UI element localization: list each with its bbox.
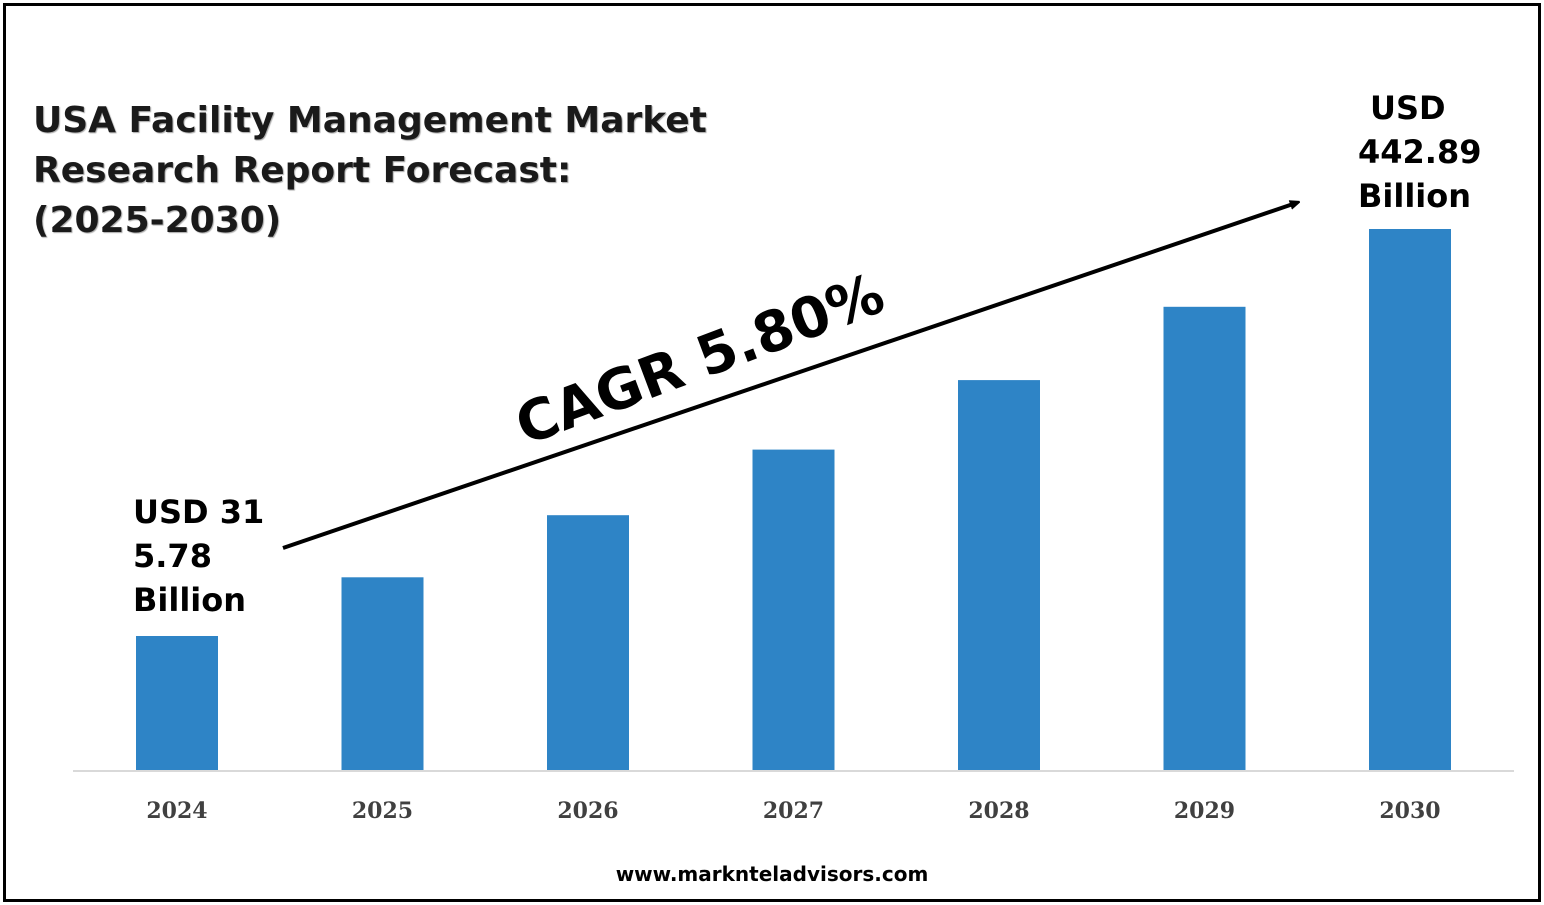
- bars-layer: [136, 229, 1451, 771]
- x-tick-label-2026: 2026: [557, 798, 618, 824]
- value-callout-2024: USD 31 5.78 Billion: [133, 490, 264, 622]
- chart-title-line-2: Research Report Forecast:: [33, 150, 572, 191]
- x-tick-label-2028: 2028: [968, 798, 1029, 824]
- bar-2025: [341, 577, 424, 771]
- x-tick-label-2029: 2029: [1174, 798, 1235, 824]
- bar-2026: [547, 515, 629, 771]
- chart-title: USA Facility Management Market Research …: [33, 96, 733, 246]
- chart-title-line-1: USA Facility Management Market: [33, 100, 707, 141]
- value-callout-2030: USD 442.89 Billion: [1358, 86, 1481, 218]
- x-tick-labels: 2024 2025 2026 2027 2028 2029 2030: [146, 798, 1440, 824]
- bar-2024: [136, 636, 218, 771]
- footer-website-url: www.marknteladvisors.com: [615, 862, 929, 886]
- callout-2030-line-2: 442.89: [1358, 133, 1482, 171]
- callout-2024-line-3: Billion: [133, 581, 247, 619]
- bar-2027: [752, 449, 835, 771]
- bar-2030: [1369, 229, 1451, 771]
- x-tick-label-2024: 2024: [146, 798, 207, 824]
- callout-2030-line-3: Billion: [1358, 177, 1472, 215]
- bar-2028: [958, 380, 1040, 771]
- x-tick-label-2030: 2030: [1379, 798, 1440, 824]
- callout-2030-line-1: USD: [1370, 89, 1446, 127]
- cagr-arrow: [282, 203, 1296, 550]
- callout-2024-line-2: 5.78: [133, 537, 212, 575]
- chart-title-line-3: (2025-2030): [33, 200, 282, 241]
- callout-2024-line-1: USD 31: [133, 493, 265, 531]
- x-tick-label-2027: 2027: [763, 798, 824, 824]
- bar-2029: [1163, 306, 1246, 771]
- x-tick-label-2025: 2025: [352, 798, 413, 824]
